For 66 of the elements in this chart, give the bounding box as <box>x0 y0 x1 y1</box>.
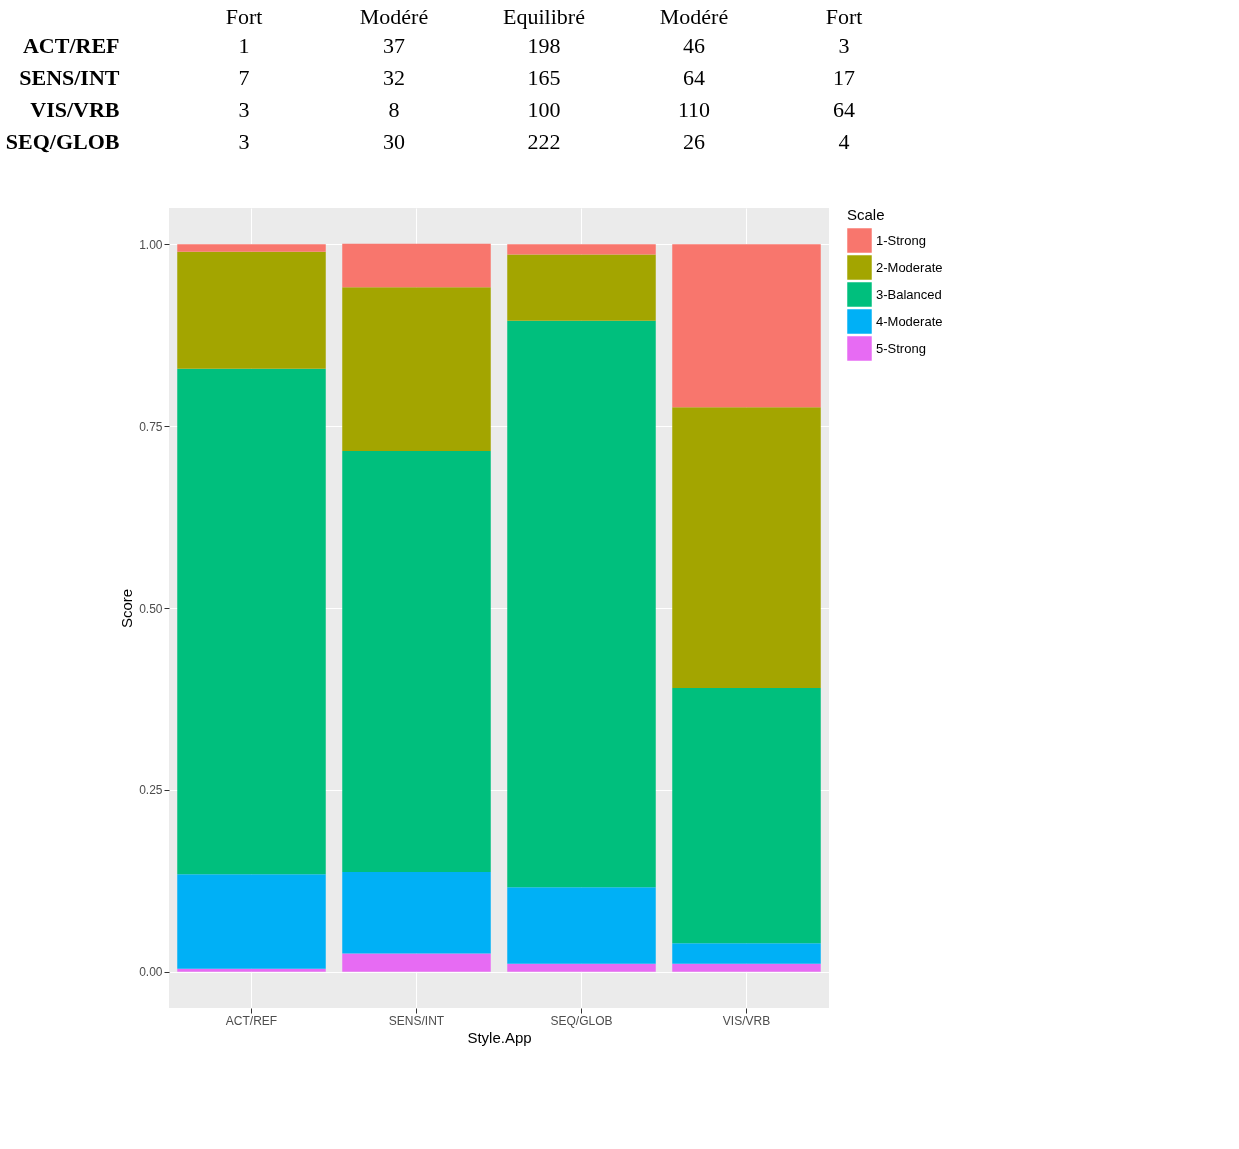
data-label: 3 <box>838 33 850 58</box>
bar <box>342 450 491 872</box>
data-label: 64 <box>833 97 855 122</box>
x-tick-label: Equilibré <box>503 3 585 29</box>
x-tick-label: SENS/INT <box>388 1013 445 1028</box>
y-tick-label: 0.25 <box>139 783 163 798</box>
bar <box>177 874 326 969</box>
data-label: 4 <box>838 129 850 154</box>
bar <box>342 287 491 451</box>
x-tick-label: Modéré <box>359 3 429 29</box>
y-tick-label: SEQ/GLOB <box>5 129 120 154</box>
bar <box>507 254 656 321</box>
bar <box>507 887 656 964</box>
bar <box>672 943 821 964</box>
bar <box>672 688 821 944</box>
data-label: 64 <box>683 65 705 90</box>
data-label: 3 <box>238 129 250 154</box>
bar <box>177 968 326 972</box>
legend-label: 3-Balanced <box>876 286 942 302</box>
y-tick-label: 0.75 <box>139 419 163 434</box>
y-tick-label: 1.00 <box>139 237 163 252</box>
bar <box>507 244 656 255</box>
data-label: 7 <box>238 65 250 90</box>
legend-label: 5-Strong <box>876 340 926 356</box>
data-label: 26 <box>683 129 705 154</box>
bar <box>342 953 491 972</box>
x-tick-label: VIS/VRB <box>722 1013 771 1028</box>
data-label: 222 <box>527 129 561 154</box>
x-tick-label: ACT/REF <box>225 1013 278 1028</box>
bar <box>672 244 821 408</box>
y-axis-title: Score <box>118 588 136 629</box>
y-tick-label: 0.50 <box>139 601 163 616</box>
data-label: 110 <box>677 97 711 122</box>
x-tick-label: Modéré <box>659 3 729 29</box>
data-label: 37 <box>383 33 405 58</box>
bar <box>672 963 821 972</box>
bar <box>177 368 326 875</box>
data-label: 165 <box>527 65 561 90</box>
y-tick-label: 0.00 <box>139 965 163 980</box>
bar <box>672 407 821 688</box>
data-label: 30 <box>383 129 405 154</box>
x-tick-label: Fort <box>825 3 863 29</box>
data-label: 46 <box>683 33 705 58</box>
bar <box>507 963 656 972</box>
data-label: 32 <box>383 65 405 90</box>
data-label: 100 <box>527 97 561 122</box>
bar <box>177 251 326 369</box>
legend-title: Scale <box>847 206 885 223</box>
legend-label: 2-Moderate <box>876 259 943 275</box>
bar <box>342 872 491 954</box>
y-tick-label: ACT/REF <box>22 33 120 58</box>
x-tick-label: Fort <box>225 3 263 29</box>
y-tick-label: VIS/VRB <box>30 97 120 122</box>
data-label: 198 <box>527 33 561 58</box>
legend-label: 4-Moderate <box>876 313 943 329</box>
x-axis-title: Style.App <box>467 1028 532 1046</box>
bar <box>177 244 326 252</box>
x-tick-label: SEQ/GLOB <box>550 1013 613 1028</box>
legend-label: 1-Strong <box>876 232 926 248</box>
data-label: 1 <box>238 33 250 58</box>
data-label: 8 <box>388 97 400 122</box>
y-tick-label: SENS/INT <box>19 65 120 90</box>
data-label: 17 <box>833 65 855 90</box>
bar <box>507 320 656 888</box>
data-label: 3 <box>238 97 250 122</box>
bar <box>342 243 491 288</box>
